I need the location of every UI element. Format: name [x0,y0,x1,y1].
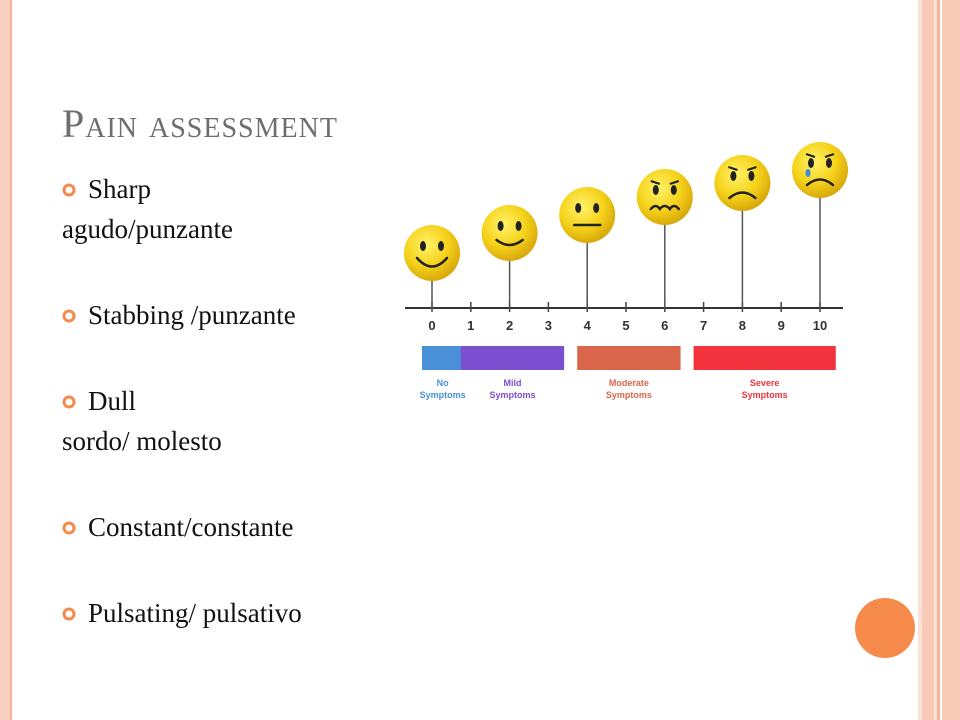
face-eye [670,185,677,195]
face-brow [650,180,661,185]
face-mouth [728,191,757,200]
bullet-subtext: agudo/punzante [62,214,233,244]
category-bar [422,346,464,370]
face-eye [420,241,426,251]
category-bar [460,346,565,370]
face-brow [824,153,835,158]
category-label: No [437,378,449,388]
face-eye [826,158,832,168]
face-tear [805,169,811,177]
right-border-stripes [918,0,960,720]
bullet-text: Sharp [88,173,151,204]
scale-number-label: 10 [813,318,827,333]
category-label: Mild [503,378,521,388]
face-brow [805,153,816,158]
category-label: Severe [750,378,780,388]
face-eye [808,158,814,168]
bullet-text: Stabbing /punzante [88,299,296,330]
bullet-item-pulsating: Pulsating/ pulsativo [62,594,392,632]
bullet-item-dull: Dull sordo/ molesto [62,382,392,462]
bullet-item-sharp: Sharp agudo/punzante [62,170,392,250]
face-eye [730,171,737,181]
scale-number-label: 1 [467,318,474,333]
bullet-text: Pulsating/ pulsativo [88,597,302,628]
scale-number-label: 0 [428,318,435,333]
scale-number-label: 4 [584,318,592,333]
face-crying-icon [792,142,848,198]
bullet-ring-icon [62,521,76,535]
bullet-ring-icon [62,607,76,621]
face-sad-icon [714,155,771,211]
face-mouth [805,178,835,187]
bullet-ring-icon [62,395,76,409]
bullet-text: Dull [88,385,137,416]
face-eye [652,185,659,195]
face-mouth [415,256,449,268]
face-eye [593,203,600,213]
face-smile-icon [481,205,538,261]
face-brow [669,180,680,185]
bullet-ring-icon [62,309,76,323]
face-eye [515,221,522,231]
bullet-subtext: sordo/ molesto [62,426,222,456]
face-mouth [649,204,681,212]
category-bar [693,346,836,370]
face-eye [497,221,504,231]
category-label: Symptoms [742,390,788,400]
bullet-text: Constant/constante [88,511,294,542]
scale-number-label: 8 [739,318,746,333]
bullet-item-stabbing: Stabbing /punzante [62,296,392,334]
category-label: Symptoms [606,390,652,400]
scale-number-label: 9 [778,318,785,333]
face-eye [438,241,444,251]
category-label: Symptoms [489,390,535,400]
pain-scale-image: 0 1 2 3 4 5 6 7 8 9 10 No Symptoms Mild Symptoms Modera… [404,142,848,400]
bullet-item-constant: Constant/constante [62,508,392,546]
scale-number-label: 6 [661,318,668,333]
scale-number-label: 7 [700,318,707,333]
category-bar [577,346,681,370]
face-brow [728,166,738,171]
face-eye [748,171,755,181]
face-eye [575,203,582,213]
left-border-line [10,0,12,720]
face-neutral-icon [559,187,616,243]
slide-title: Pain assessment [62,101,338,146]
scale-number-label: 2 [506,318,513,333]
scale-number-label: 3 [545,318,552,333]
scale-number-label: 5 [622,318,629,333]
bullet-list: Sharp agudo/punzante Stabbing /punzante … [62,170,392,632]
face-big-smile-icon [404,225,460,281]
face-worried-icon [636,169,693,225]
category-label: Symptoms [420,390,466,400]
category-label: Moderate [609,378,649,388]
orange-accent-dot [855,598,915,658]
left-border [0,0,10,720]
face-brow [747,166,757,171]
bullet-ring-icon [62,183,76,197]
face-mouth [495,238,524,247]
